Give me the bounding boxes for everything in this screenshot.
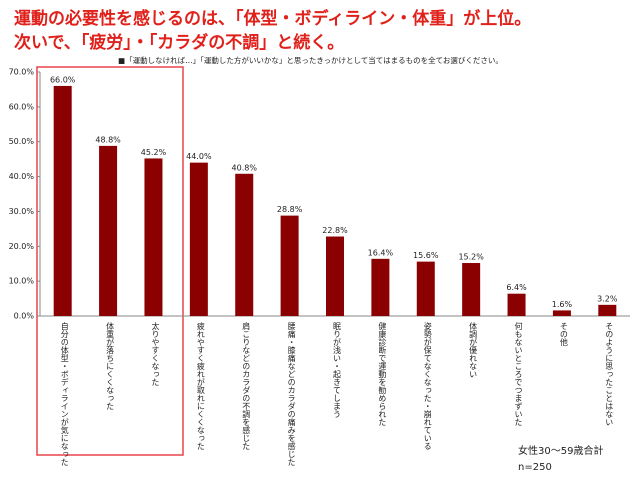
- note: n=250: [518, 462, 552, 473]
- bar: [235, 173, 254, 316]
- bar: [598, 304, 617, 316]
- x-tick-label: 肩こりなどのカラダの不調を感じた: [242, 321, 251, 450]
- data-label: 3.2%: [597, 294, 618, 303]
- data-label: 40.8%: [232, 163, 258, 172]
- y-tick-label: 20.0%: [9, 242, 35, 251]
- data-label: 6.4%: [506, 283, 527, 292]
- note: 女性30～59歳合計: [518, 444, 603, 457]
- x-tick-label: 体調が優れない: [469, 321, 478, 378]
- y-tick-label: 40.0%: [9, 172, 35, 181]
- bar: [280, 215, 299, 316]
- bar: [552, 310, 571, 316]
- chart-title: 運動の必要性を感じるのは、「体型・ボディライン・体重」が上位。: [14, 8, 531, 29]
- bar: [507, 293, 526, 316]
- data-label: 16.4%: [368, 248, 394, 257]
- x-tick-label: 体重が落ちにくくなった: [106, 321, 115, 410]
- y-tick-label: 70.0%: [9, 68, 35, 77]
- bar: [53, 85, 72, 316]
- chart-subtitle: ■「運動しなければ…」「運動した方がいいかな」と思ったきっかけとして当てはまるも…: [118, 55, 503, 65]
- x-tick-label: そのように思ったことはない: [605, 322, 614, 426]
- x-tick-label: その他: [559, 322, 568, 347]
- data-label: 22.8%: [322, 226, 348, 235]
- data-label: 15.2%: [458, 253, 484, 262]
- bar: [462, 263, 481, 316]
- data-label: 66.0%: [50, 75, 76, 84]
- bar: [416, 261, 435, 316]
- data-label: 28.8%: [277, 205, 303, 214]
- highlight-box: [36, 66, 184, 456]
- x-tick-label: 姿勢が保てなくなった・崩れている: [423, 321, 432, 450]
- data-label: 44.0%: [186, 152, 212, 161]
- y-tick-label: 60.0%: [9, 102, 35, 111]
- bar: [99, 145, 118, 316]
- x-tick-label: 疲れやすく疲れが取れにくくなった: [196, 321, 205, 450]
- bar: [189, 162, 208, 316]
- chart-title: 次いで、「疲労」・「カラダの不調」と続く。: [14, 32, 344, 53]
- y-tick-label: 30.0%: [9, 207, 35, 216]
- x-tick-label: 健康診断で運動を勧められた: [378, 321, 387, 426]
- bar: [144, 158, 163, 316]
- bar: [371, 258, 390, 316]
- data-label: 45.2%: [141, 148, 167, 157]
- bar: [326, 236, 344, 316]
- x-tick-label: 自分の体型・ボディラインが気になった: [60, 321, 69, 466]
- x-tick-label: 眠りが浅い・起きてしまう: [333, 322, 342, 418]
- x-tick-label: 何もないところでつまずいた: [514, 321, 523, 426]
- x-tick-label: 太りやすくなった: [151, 321, 160, 386]
- data-label: 15.6%: [413, 251, 439, 260]
- x-tick-label: 腰痛・膝痛などのカラダの痛みを感じた: [287, 322, 296, 466]
- data-label: 1.6%: [552, 300, 573, 309]
- y-tick-label: 50.0%: [9, 137, 35, 146]
- y-tick-label: 0.0%: [14, 312, 35, 321]
- data-label: 48.8%: [95, 135, 121, 144]
- y-tick-label: 10.0%: [9, 277, 35, 286]
